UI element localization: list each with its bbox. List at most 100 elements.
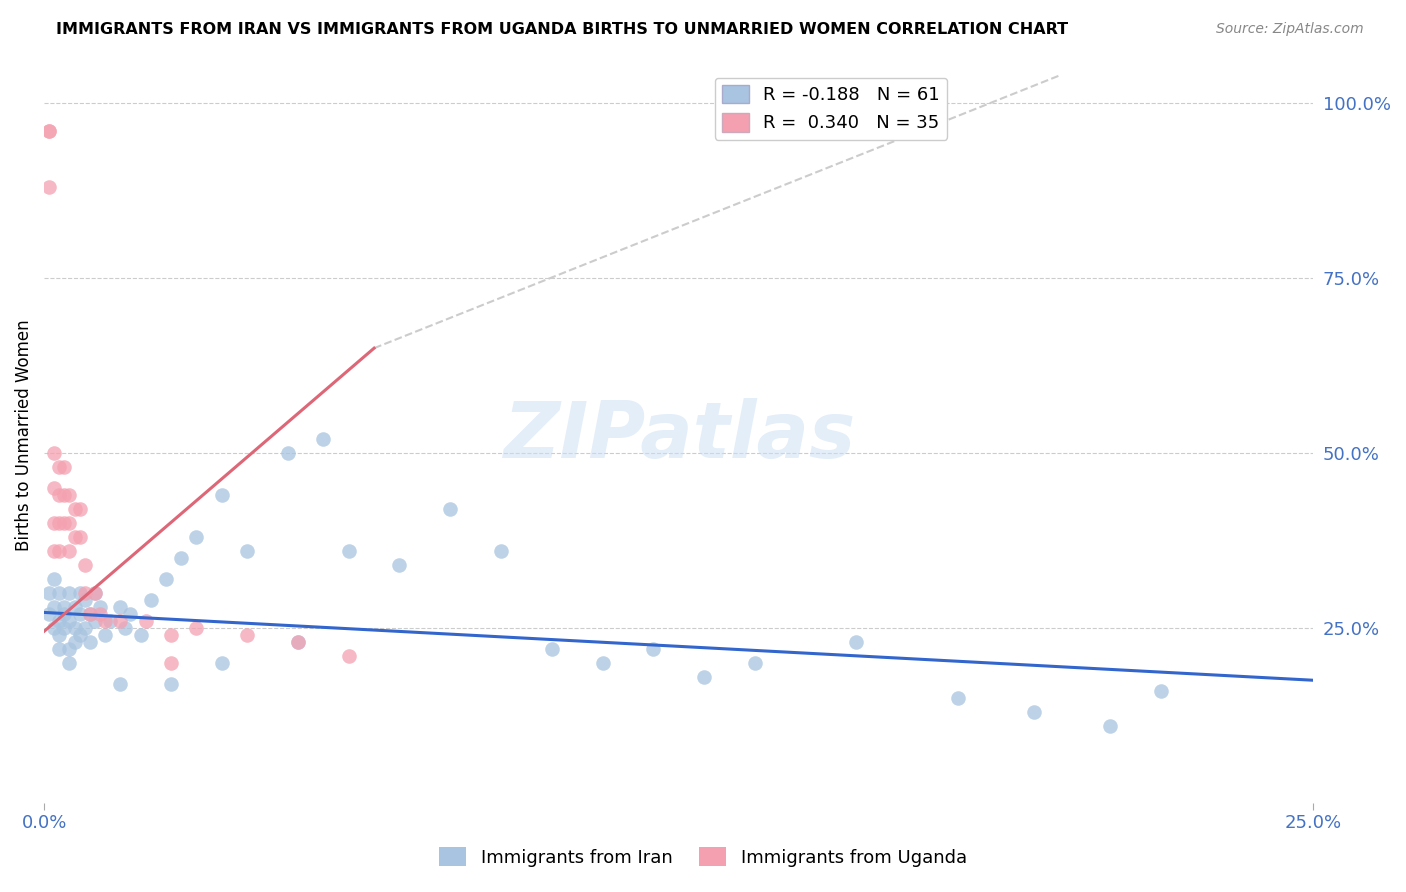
Point <box>160 628 183 642</box>
Point <box>114 621 136 635</box>
Point <box>63 599 86 614</box>
Point <box>38 586 60 600</box>
Legend: R = -0.188   N = 61, R =  0.340   N = 35: R = -0.188 N = 61, R = 0.340 N = 35 <box>714 78 948 140</box>
Point <box>53 516 76 530</box>
Point <box>337 544 360 558</box>
Point <box>63 502 86 516</box>
Point <box>53 599 76 614</box>
Point <box>1022 705 1045 719</box>
Point <box>44 544 66 558</box>
Point <box>58 516 80 530</box>
Point <box>69 628 91 642</box>
Point <box>94 614 117 628</box>
Text: ZIPatlas: ZIPatlas <box>502 398 855 474</box>
Point <box>53 488 76 502</box>
Point <box>89 607 111 621</box>
Text: IMMIGRANTS FROM IRAN VS IMMIGRANTS FROM UGANDA BIRTHS TO UNMARRIED WOMEN CORRELA: IMMIGRANTS FROM IRAN VS IMMIGRANTS FROM … <box>56 22 1069 37</box>
Point <box>44 481 66 495</box>
Point <box>489 544 512 558</box>
Point <box>53 621 76 635</box>
Point <box>48 516 70 530</box>
Point <box>83 586 105 600</box>
Point <box>38 124 60 138</box>
Point <box>287 635 309 649</box>
Point <box>540 641 562 656</box>
Point <box>439 502 461 516</box>
Point <box>160 656 183 670</box>
Point <box>73 592 96 607</box>
Point <box>337 648 360 663</box>
Point <box>135 614 157 628</box>
Point <box>110 677 132 691</box>
Point <box>69 530 91 544</box>
Point <box>63 621 86 635</box>
Point <box>160 677 183 691</box>
Point <box>69 502 91 516</box>
Point <box>38 180 60 194</box>
Point <box>48 460 70 475</box>
Text: Source: ZipAtlas.com: Source: ZipAtlas.com <box>1216 22 1364 37</box>
Point <box>1099 719 1122 733</box>
Point <box>48 641 70 656</box>
Point <box>63 530 86 544</box>
Point <box>58 488 80 502</box>
Point <box>236 544 259 558</box>
Point <box>38 124 60 138</box>
Point <box>98 614 121 628</box>
Point <box>58 656 80 670</box>
Point <box>48 628 70 642</box>
Y-axis label: Births to Unmarried Women: Births to Unmarried Women <box>15 319 32 551</box>
Point <box>312 432 335 446</box>
Point <box>83 586 105 600</box>
Point <box>1150 683 1173 698</box>
Point <box>79 635 101 649</box>
Point <box>155 572 177 586</box>
Point <box>63 635 86 649</box>
Point <box>236 628 259 642</box>
Point <box>73 586 96 600</box>
Point <box>58 614 80 628</box>
Point <box>48 488 70 502</box>
Point <box>277 446 299 460</box>
Point <box>388 558 411 572</box>
Point <box>48 586 70 600</box>
Point <box>44 599 66 614</box>
Point <box>69 607 91 621</box>
Point <box>170 550 193 565</box>
Legend: Immigrants from Iran, Immigrants from Uganda: Immigrants from Iran, Immigrants from Ug… <box>432 840 974 874</box>
Point <box>44 572 66 586</box>
Point <box>211 656 233 670</box>
Point <box>44 516 66 530</box>
Point <box>53 460 76 475</box>
Point <box>58 586 80 600</box>
Point <box>89 599 111 614</box>
Point <box>44 446 66 460</box>
Point <box>643 641 665 656</box>
Point <box>58 544 80 558</box>
Point <box>44 621 66 635</box>
Point <box>946 690 969 705</box>
Point <box>592 656 614 670</box>
Point <box>693 670 716 684</box>
Point <box>110 599 132 614</box>
Point <box>79 607 101 621</box>
Point <box>38 607 60 621</box>
Point <box>211 488 233 502</box>
Point <box>129 628 152 642</box>
Point <box>48 544 70 558</box>
Point <box>120 607 142 621</box>
Point <box>186 530 208 544</box>
Point <box>48 614 70 628</box>
Point <box>58 641 80 656</box>
Point <box>53 607 76 621</box>
Point <box>79 607 101 621</box>
Point <box>287 635 309 649</box>
Point <box>139 592 162 607</box>
Point <box>83 614 105 628</box>
Point <box>94 628 117 642</box>
Point <box>110 614 132 628</box>
Point <box>744 656 766 670</box>
Point <box>186 621 208 635</box>
Point <box>73 621 96 635</box>
Point <box>73 558 96 572</box>
